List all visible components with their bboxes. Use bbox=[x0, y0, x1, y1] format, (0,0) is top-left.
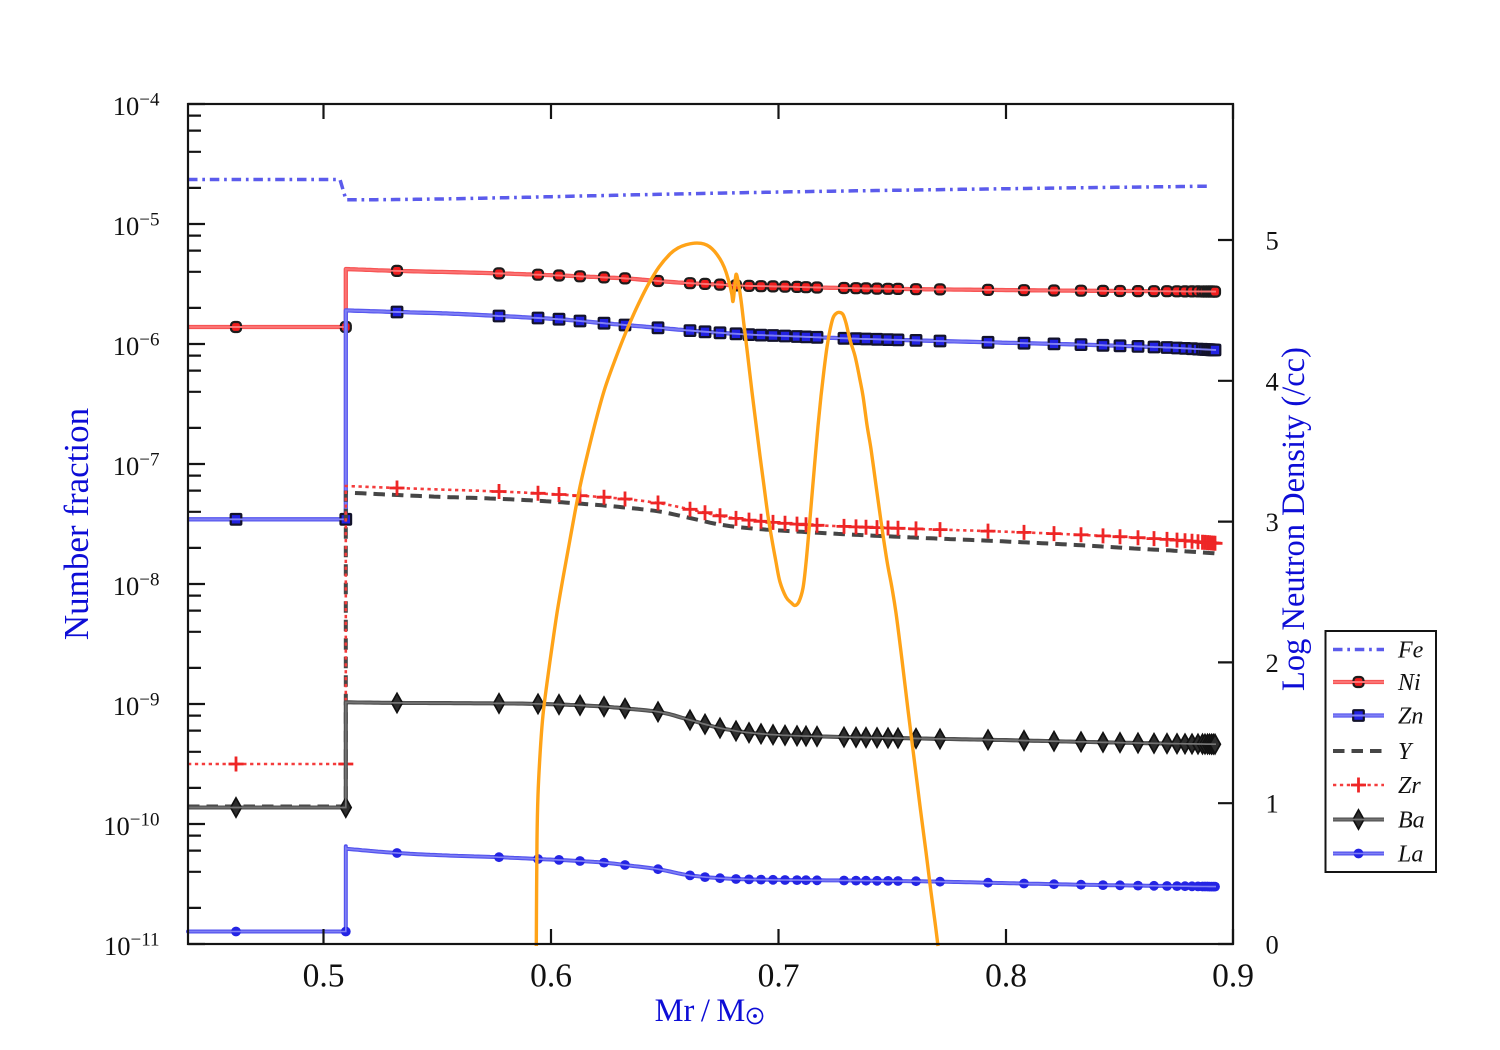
svg-text:1: 1 bbox=[1266, 789, 1279, 819]
svg-text:4: 4 bbox=[1266, 366, 1279, 396]
svg-text:Log Neutron Density (/cc): Log Neutron Density (/cc) bbox=[1276, 347, 1312, 691]
svg-text:Ni: Ni bbox=[1397, 670, 1421, 696]
svg-text:0: 0 bbox=[1266, 930, 1279, 960]
svg-text:La: La bbox=[1397, 842, 1423, 868]
svg-text:10−8: 10−8 bbox=[113, 570, 160, 602]
svg-text:5: 5 bbox=[1266, 226, 1279, 256]
svg-text:10−10: 10−10 bbox=[103, 810, 159, 842]
svg-text:10−5: 10−5 bbox=[113, 210, 160, 242]
svg-text:0.6: 0.6 bbox=[530, 958, 572, 995]
svg-text:0.9: 0.9 bbox=[1212, 958, 1254, 995]
svg-text:Y: Y bbox=[1398, 739, 1414, 765]
svg-text:Zn: Zn bbox=[1398, 704, 1423, 730]
svg-text:2: 2 bbox=[1266, 648, 1279, 678]
svg-text:10−9: 10−9 bbox=[113, 690, 160, 722]
svg-text:Zr: Zr bbox=[1398, 773, 1421, 799]
svg-text:Fe: Fe bbox=[1397, 638, 1424, 664]
svg-text:10−11: 10−11 bbox=[104, 930, 160, 962]
svg-text:Number fraction: Number fraction bbox=[57, 408, 96, 640]
svg-text:Ba: Ba bbox=[1398, 808, 1425, 834]
svg-text:0.8: 0.8 bbox=[985, 958, 1027, 995]
svg-text:10−4: 10−4 bbox=[113, 90, 160, 122]
svg-text:10−6: 10−6 bbox=[113, 330, 160, 362]
svg-text:Mr / M: Mr / M bbox=[655, 993, 746, 1029]
svg-text:0.7: 0.7 bbox=[758, 958, 800, 995]
svg-text:3: 3 bbox=[1266, 507, 1279, 537]
svg-text:0.5: 0.5 bbox=[303, 958, 345, 995]
svg-text:10−7: 10−7 bbox=[113, 450, 160, 482]
